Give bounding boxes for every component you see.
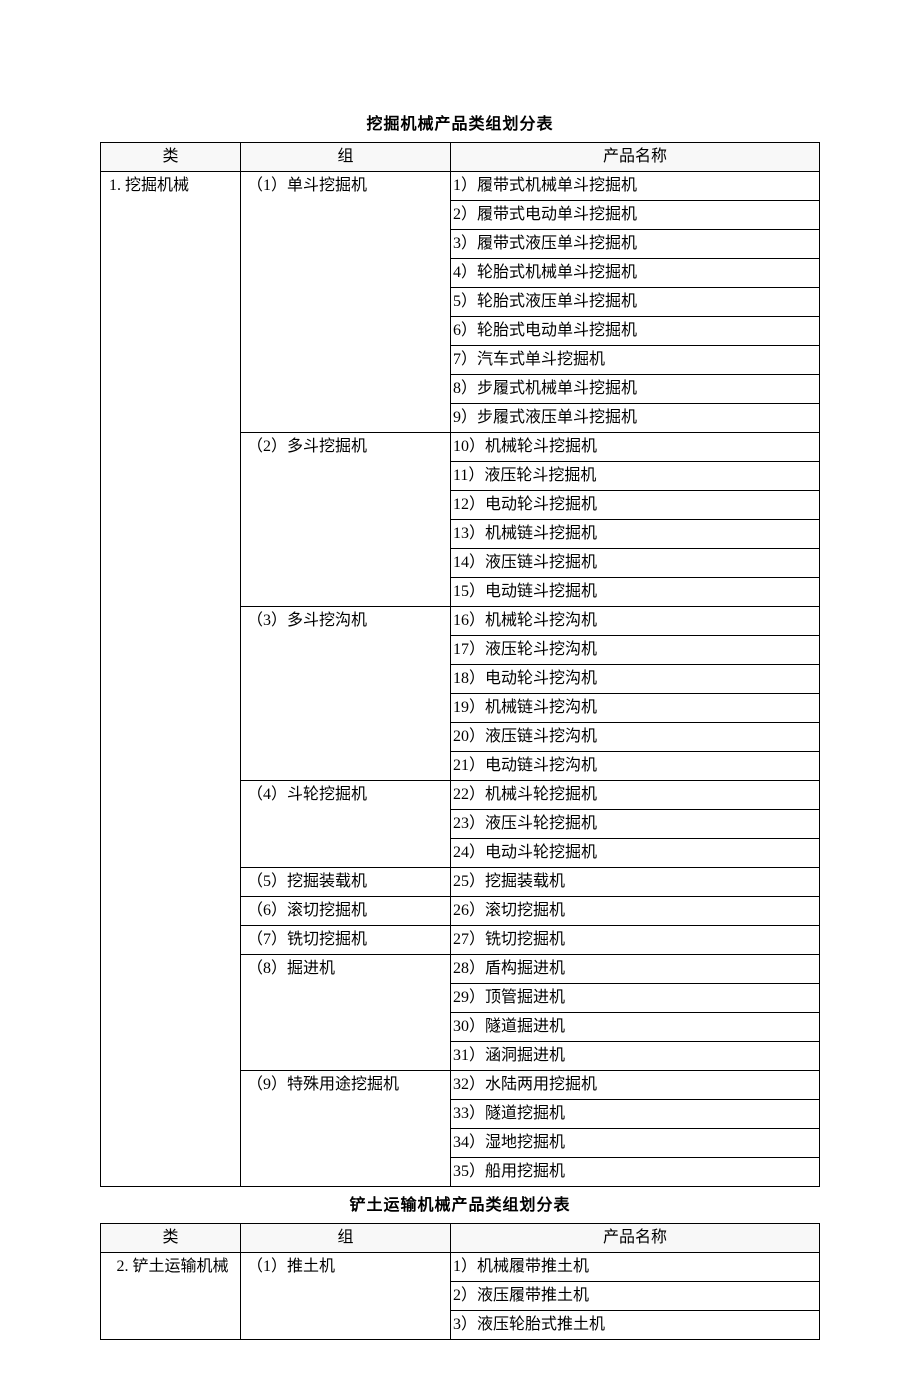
product-cell: 13）机械链斗挖掘机 [451, 520, 820, 549]
product-cell: 10）机械轮斗挖掘机 [451, 433, 820, 462]
product-cell: 31）涵洞掘进机 [451, 1042, 820, 1071]
product-cell: 26）滚切挖掘机 [451, 897, 820, 926]
group-cell: （8）掘进机 [241, 955, 451, 1071]
group-cell: （7）铣切挖掘机 [241, 926, 451, 955]
product-cell: 22）机械斗轮挖掘机 [451, 781, 820, 810]
group-cell: （6）滚切挖掘机 [241, 897, 451, 926]
product-cell: 3）履带式液压单斗挖掘机 [451, 230, 820, 259]
product-cell: 12）电动轮斗挖掘机 [451, 491, 820, 520]
product-cell: 29）顶管掘进机 [451, 984, 820, 1013]
table1-title: 挖掘机械产品类组划分表 [100, 110, 820, 134]
group-cell: （1）单斗挖掘机 [241, 172, 451, 433]
product-cell: 1）机械履带推土机 [451, 1253, 820, 1282]
table2-header-category: 类 [101, 1224, 241, 1253]
product-cell: 19）机械链斗挖沟机 [451, 694, 820, 723]
product-cell: 8）步履式机械单斗挖掘机 [451, 375, 820, 404]
table1: 类 组 产品名称 1. 挖掘机械（1）单斗挖掘机1）履带式机械单斗挖掘机2）履带… [100, 142, 820, 1187]
product-cell: 24）电动斗轮挖掘机 [451, 839, 820, 868]
table-row: 1. 挖掘机械（1）单斗挖掘机1）履带式机械单斗挖掘机 [101, 172, 820, 201]
group-cell: （1）推土机 [241, 1253, 451, 1340]
product-cell: 35）船用挖掘机 [451, 1158, 820, 1187]
table1-header-row: 类 组 产品名称 [101, 143, 820, 172]
product-cell: 17）液压轮斗挖沟机 [451, 636, 820, 665]
product-cell: 34）湿地挖掘机 [451, 1129, 820, 1158]
product-cell: 2）履带式电动单斗挖掘机 [451, 201, 820, 230]
table2-header-row: 类 组 产品名称 [101, 1224, 820, 1253]
product-cell: 9）步履式液压单斗挖掘机 [451, 404, 820, 433]
group-cell: （9）特殊用途挖掘机 [241, 1071, 451, 1187]
category-cell: 2. 铲土运输机械 [101, 1253, 241, 1340]
product-cell: 28）盾构掘进机 [451, 955, 820, 984]
table1-header-group: 组 [241, 143, 451, 172]
product-cell: 5）轮胎式液压单斗挖掘机 [451, 288, 820, 317]
group-cell: （5）挖掘装载机 [241, 868, 451, 897]
product-cell: 16）机械轮斗挖沟机 [451, 607, 820, 636]
product-cell: 32）水陆两用挖掘机 [451, 1071, 820, 1100]
table2-title: 铲土运输机械产品类组划分表 [100, 1191, 820, 1215]
group-cell: （4）斗轮挖掘机 [241, 781, 451, 868]
product-cell: 1）履带式机械单斗挖掘机 [451, 172, 820, 201]
table2: 类 组 产品名称 2. 铲土运输机械（1）推土机1）机械履带推土机2）液压履带推… [100, 1223, 820, 1340]
product-cell: 27）铣切挖掘机 [451, 926, 820, 955]
product-cell: 33）隧道挖掘机 [451, 1100, 820, 1129]
product-cell: 7）汽车式单斗挖掘机 [451, 346, 820, 375]
product-cell: 25）挖掘装载机 [451, 868, 820, 897]
product-cell: 18）电动轮斗挖沟机 [451, 665, 820, 694]
product-cell: 23）液压斗轮挖掘机 [451, 810, 820, 839]
product-cell: 11）液压轮斗挖掘机 [451, 462, 820, 491]
table-row: 2. 铲土运输机械（1）推土机1）机械履带推土机 [101, 1253, 820, 1282]
group-cell: （3）多斗挖沟机 [241, 607, 451, 781]
product-cell: 21）电动链斗挖沟机 [451, 752, 820, 781]
product-cell: 15）电动链斗挖掘机 [451, 578, 820, 607]
category-cell: 1. 挖掘机械 [101, 172, 241, 1187]
product-cell: 3）液压轮胎式推土机 [451, 1311, 820, 1340]
product-cell: 2）液压履带推土机 [451, 1282, 820, 1311]
product-cell: 30）隧道掘进机 [451, 1013, 820, 1042]
product-cell: 6）轮胎式电动单斗挖掘机 [451, 317, 820, 346]
product-cell: 4）轮胎式机械单斗挖掘机 [451, 259, 820, 288]
table2-header-group: 组 [241, 1224, 451, 1253]
group-cell: （2）多斗挖掘机 [241, 433, 451, 607]
table1-header-category: 类 [101, 143, 241, 172]
table2-header-product: 产品名称 [451, 1224, 820, 1253]
table1-header-product: 产品名称 [451, 143, 820, 172]
product-cell: 14）液压链斗挖掘机 [451, 549, 820, 578]
product-cell: 20）液压链斗挖沟机 [451, 723, 820, 752]
